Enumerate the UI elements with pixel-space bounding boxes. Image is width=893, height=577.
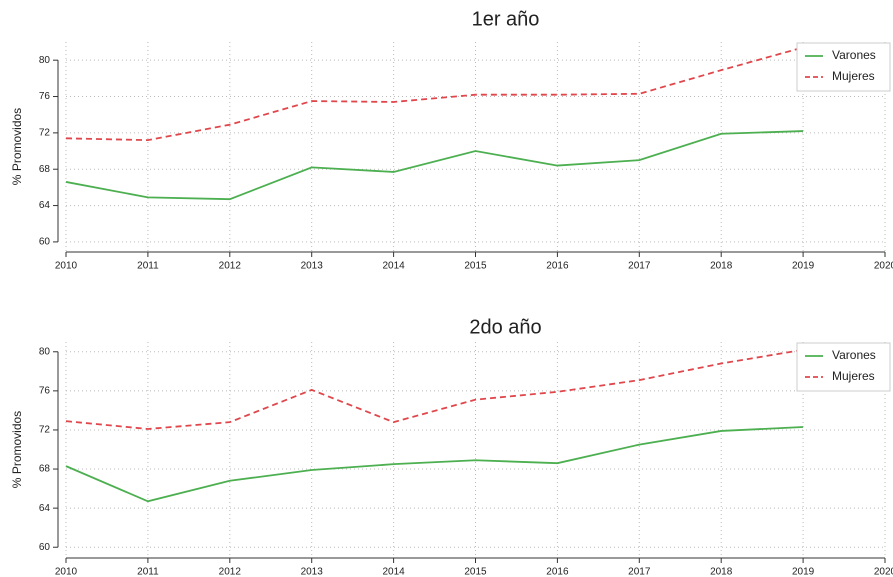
chart-title: 2do año — [469, 316, 541, 338]
x-tick-label: 2015 — [464, 567, 487, 577]
x-tick-label: 2012 — [219, 567, 242, 577]
legend-box — [796, 342, 891, 392]
y-tick-label: 68 — [39, 164, 51, 175]
x-tick-label: 2011 — [137, 261, 159, 272]
line-series — [65, 348, 804, 430]
x-tick-label: 2015 — [464, 261, 487, 272]
x-tick-label: 2013 — [301, 567, 324, 577]
y-axis-label: % Promovidos — [10, 411, 24, 488]
y-tick-label: 64 — [39, 200, 51, 211]
x-tick-label: 2014 — [382, 567, 405, 577]
x-tick-label: 2020 — [874, 567, 893, 577]
y-tick-label: 64 — [39, 503, 51, 514]
x-tick-label: 2018 — [710, 567, 733, 577]
x-tick-label: 2013 — [301, 261, 324, 272]
line-series — [65, 46, 804, 142]
chart: 2do año % Promovidos 60 64 68 72 76 80 2010 2011 2… — [10, 316, 893, 577]
x-tick-label: 2017 — [628, 261, 651, 272]
line-series — [65, 130, 804, 201]
x-tick-label: 2016 — [546, 567, 569, 577]
y-tick-label: 76 — [39, 91, 51, 102]
legend-label: Mujeres — [832, 369, 875, 383]
y-tick-label: 60 — [39, 542, 51, 553]
y-tick-label: 80 — [39, 346, 51, 357]
y-tick-label: 76 — [39, 386, 51, 397]
x-tick-label: 2020 — [874, 261, 893, 272]
legend-label: Mujeres — [832, 69, 875, 83]
x-tick-label: 2018 — [710, 261, 733, 272]
y-tick-label: 80 — [39, 55, 51, 66]
x-tick-label: 2019 — [792, 261, 815, 272]
x-tick-label: 2011 — [137, 567, 159, 577]
chart: 1er año % Promovidos 60 64 68 72 76 80 2010 2011 2… — [10, 8, 893, 271]
y-tick-label: 72 — [39, 425, 51, 436]
y-tick-label: 72 — [39, 128, 51, 139]
x-tick-label: 2019 — [792, 567, 815, 577]
x-tick-label: 2010 — [55, 261, 78, 272]
legend-box — [796, 42, 891, 92]
x-tick-label: 2010 — [55, 567, 78, 577]
chart-title: 1er año — [472, 8, 540, 30]
y-tick-label: 60 — [39, 237, 51, 248]
line-series — [65, 426, 804, 503]
x-tick-label: 2012 — [219, 261, 242, 272]
legend-label: Varones — [832, 48, 876, 62]
y-axis-label: % Promovidos — [10, 108, 24, 185]
x-tick-label: 2017 — [628, 567, 651, 577]
y-tick-label: 68 — [39, 464, 51, 475]
x-tick-label: 2014 — [382, 261, 405, 272]
legend-label: Varones — [832, 348, 876, 362]
x-tick-label: 2016 — [546, 261, 569, 272]
